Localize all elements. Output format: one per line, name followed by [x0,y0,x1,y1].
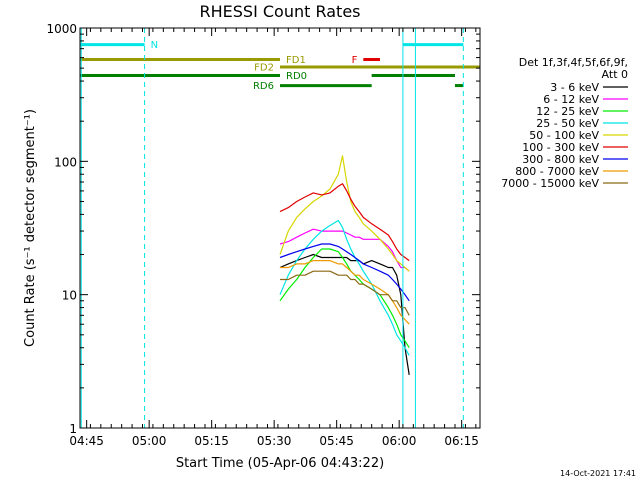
legend-label-50-100-kev: 50 - 100 keV [529,129,599,142]
footer-timestamp: 14-Oct-2021 17:41 [560,469,636,478]
x-tick-label: 06:15 [444,434,479,448]
legend-header: Att 0 [602,68,628,81]
flag-label-rd6: RD6 [253,81,274,92]
series-line-3-6-kev [279,253,410,375]
flag-label-fd1: FD1 [286,55,306,66]
legend-label-800-7000-kev: 800 - 7000 keV [515,165,599,178]
series-line-25-50-kev [279,219,410,356]
x-tick-label: 05:30 [257,434,292,448]
x-tick-label: 06:00 [382,434,417,448]
legend-label-300-800-kev: 300 - 800 keV [522,153,599,166]
legend-label-3-6-kev: 3 - 6 keV [550,81,599,94]
flag-label-fd2: FD2 [254,62,274,73]
y-tick-label: 10 [62,289,77,303]
y-tick-label: 1 [69,422,77,436]
flag-label-n: N [151,40,158,51]
plot-frame [79,27,481,429]
series-line-50-100-kev [279,155,410,272]
legend-label-6-12-kev: 6 - 12 keV [543,93,599,106]
legend-label-100-300-kev: 100 - 300 keV [522,141,599,154]
series-line-300-800-kev [279,243,410,302]
legend-label-12-25-kev: 12 - 25 keV [536,105,599,118]
series-line-6-12-kev [279,228,410,272]
flag-label-rd0: RD0 [286,71,307,82]
y-axis-label: Count Rate (s⁻¹ detector segment⁻¹) [23,109,38,347]
flag-label-f: F [352,55,358,66]
x-tick-label: 05:00 [132,434,167,448]
legend-label-25-50-kev: 25 - 50 keV [536,117,599,130]
chart-title: RHESSI Count Rates [200,2,361,21]
x-axis-label: Start Time (05-Apr-06 04:43:22) [176,456,384,471]
series-line-800-7000-kev [280,260,410,325]
x-tick-label: 04:45 [69,434,104,448]
x-tick-label: 05:15 [194,434,229,448]
series-line-100-300-kev [279,183,410,262]
legend-header: Det 1f,3f,4f,5f,6f,9f, [519,56,628,69]
legend-label-7000-15000-kev: 7000 - 15000 keV [501,177,599,190]
y-tick-label: 1000 [46,22,77,36]
series-line-7000-15000-kev [280,270,410,316]
y-tick-label: 100 [54,155,77,169]
x-tick-label: 05:45 [319,434,354,448]
